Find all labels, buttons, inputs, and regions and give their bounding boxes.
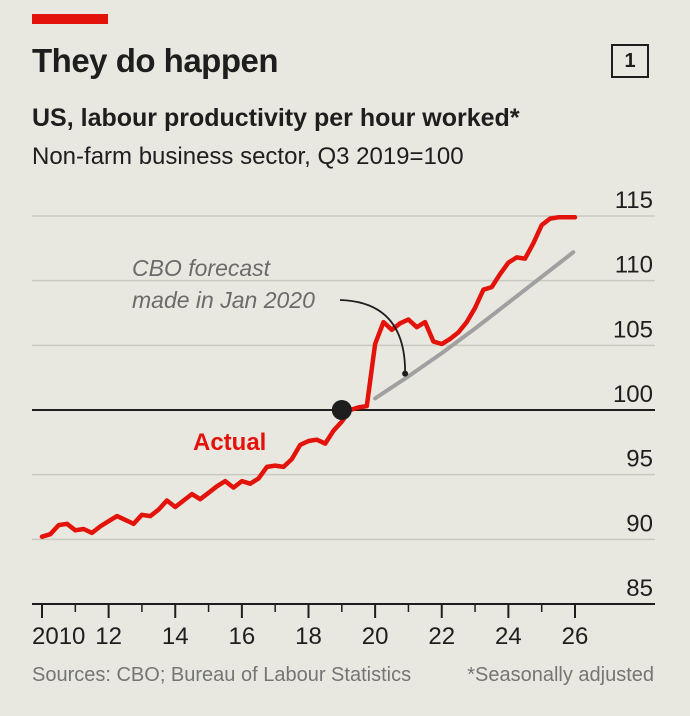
- x-tick-label: 12: [95, 623, 122, 650]
- y-tick-label: 105: [613, 316, 653, 343]
- y-axis-labels: 115 110 105 100 95 90 85: [613, 187, 653, 602]
- chart-units-note: Non-farm business sector, Q3 2019=100: [32, 143, 464, 170]
- y-tick-label: 85: [626, 575, 653, 602]
- series-actual: [39, 215, 578, 539]
- y-tick-label: 90: [626, 510, 653, 537]
- chart-number-badge: 1: [611, 44, 649, 78]
- x-tick-label: 16: [229, 623, 256, 650]
- x-tick-label: 14: [162, 623, 189, 650]
- sources-note: Sources: CBO; Bureau of Labour Statistic…: [32, 664, 412, 686]
- gridlines: [32, 215, 655, 541]
- y-tick-label: 115: [615, 187, 653, 214]
- y-tick-label: 100: [613, 381, 653, 408]
- x-tick-label: 2010: [32, 623, 85, 650]
- series: [39, 215, 578, 539]
- x-tick-label: 24: [495, 623, 522, 650]
- cbo-forecast-leader-dot: [402, 370, 409, 377]
- chart-title: They do happen: [32, 42, 279, 79]
- q3-2019-marker: [331, 400, 352, 420]
- cbo-forecast-label-line2: made in Jan 2020: [132, 287, 315, 313]
- x-axis: 2010 12 14 16 18 20 22 24 26: [32, 603, 655, 650]
- annotations: CBO forecast made in Jan 2020 Actual: [132, 255, 409, 456]
- y-tick-label: 110: [615, 252, 653, 279]
- x-tick-label: 22: [428, 623, 455, 650]
- x-tick-label: 26: [562, 623, 589, 650]
- y-tick-label: 95: [626, 446, 653, 473]
- chart-subtitle: US, labour productivity per hour worked*: [32, 104, 520, 132]
- x-tick-label: 20: [362, 623, 389, 650]
- seasonal-note: *Seasonally adjusted: [467, 664, 654, 686]
- cbo-forecast-label-line1: CBO forecast: [132, 255, 272, 281]
- cbo-forecast-leader-line: [339, 299, 406, 372]
- x-tick-label: 18: [295, 623, 322, 650]
- brand-tag: [32, 14, 108, 24]
- series-cbo-forecast: [373, 250, 576, 401]
- actual-series-label: Actual: [193, 429, 266, 456]
